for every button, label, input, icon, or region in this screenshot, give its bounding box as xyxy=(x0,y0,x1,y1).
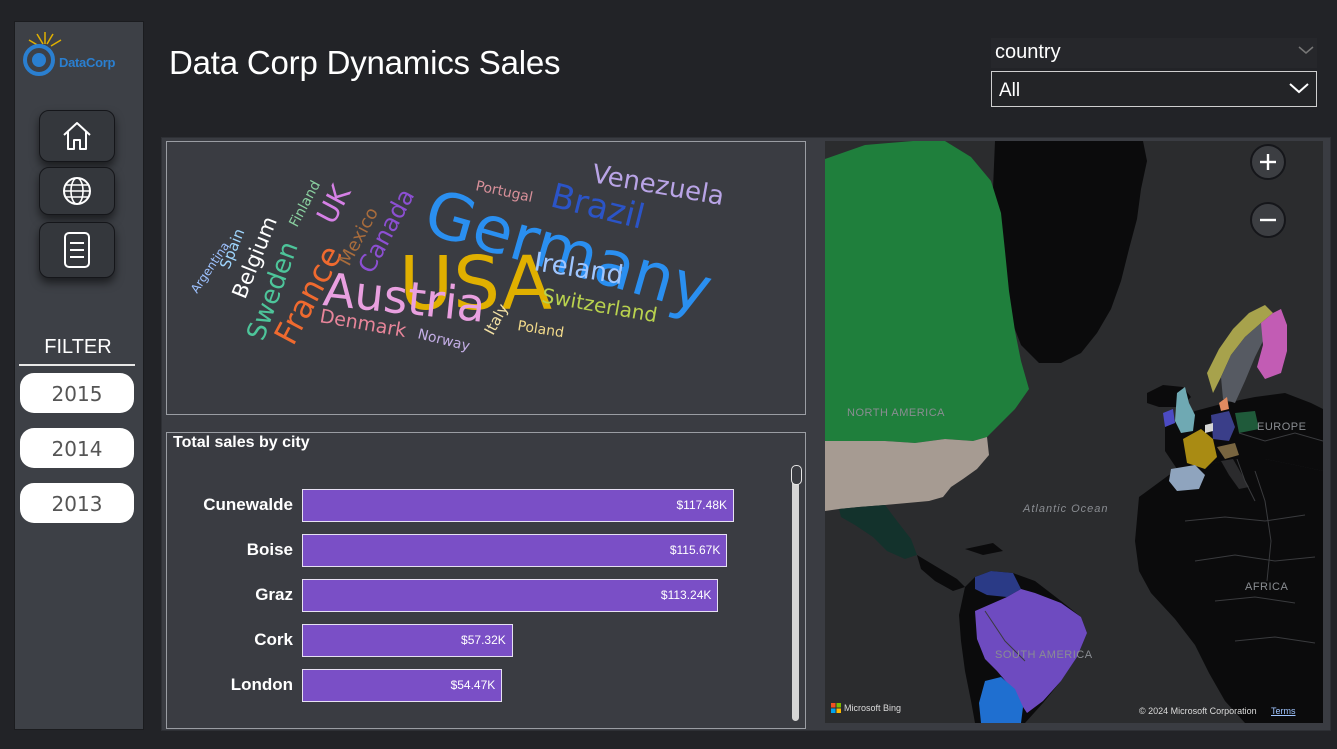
map-germany xyxy=(1211,411,1235,441)
map-venezuela xyxy=(975,571,1021,597)
year-2015-button[interactable]: 2015 xyxy=(20,373,134,413)
bar-cunewalde[interactable]: $117.48K xyxy=(302,489,734,522)
map-france xyxy=(1183,429,1217,469)
map-mexico xyxy=(839,505,917,559)
document-icon xyxy=(64,232,90,268)
city-label-cunewalde: Cunewalde xyxy=(203,495,293,514)
bar-value-label: $115.67K xyxy=(669,543,721,557)
map-italy xyxy=(1221,459,1249,489)
map-sweden xyxy=(1221,323,1265,403)
bar-graz[interactable]: $113.24K xyxy=(302,579,719,612)
map-brazil xyxy=(975,589,1087,713)
map-canada xyxy=(825,141,1029,443)
map-label-europe: EUROPE xyxy=(1257,421,1307,433)
minus-icon xyxy=(1260,218,1276,222)
city-label-cork: Cork xyxy=(254,630,293,649)
logo-text: DataCorp xyxy=(59,55,116,70)
map-uk xyxy=(1175,387,1195,433)
bar-boise[interactable]: $115.67K xyxy=(302,534,728,567)
chart-scrollbar-thumb[interactable] xyxy=(791,465,802,485)
city-label-graz: Graz xyxy=(255,585,293,604)
map-norway xyxy=(1207,305,1273,393)
bar-value-label: $113.24K xyxy=(660,588,712,602)
microsoft-logo-icon xyxy=(831,703,841,713)
home-icon xyxy=(63,122,91,150)
map-poland xyxy=(1235,411,1259,433)
country-dropdown-value: All xyxy=(999,80,1021,101)
filter-label: FILTER xyxy=(44,336,112,358)
year-2014-button[interactable]: 2014 xyxy=(20,428,134,468)
map-argentina xyxy=(979,677,1023,723)
map-label-atlantic-ocean: Atlantic Ocean xyxy=(1023,503,1109,515)
map-africa xyxy=(1135,459,1323,723)
map-finland xyxy=(1257,309,1287,379)
bar-value-label: $117.48K xyxy=(676,498,728,512)
plus-icon xyxy=(1260,154,1276,170)
city-label-london: London xyxy=(230,675,293,694)
nav-globe-button[interactable] xyxy=(39,167,115,215)
nav-home-button[interactable] xyxy=(39,110,115,162)
city-label-boise: Boise xyxy=(246,540,293,559)
page-title: Data Corp Dynamics Sales xyxy=(169,44,561,81)
bar-value-label: $54.47K xyxy=(450,678,496,692)
map-austria xyxy=(1217,443,1239,459)
filter-divider xyxy=(19,364,135,366)
map-canvas xyxy=(825,141,1323,723)
map-label-south-america: SOUTH AMERICA xyxy=(995,649,1093,661)
slicer-title: country xyxy=(995,41,1061,63)
wordcloud-canvas: Germany USA Austria Brazil Venezuela Ire… xyxy=(188,159,727,354)
bar-london[interactable]: $54.47K xyxy=(302,669,503,702)
map-attribution-bing: Microsoft Bing xyxy=(844,703,902,713)
nav-report-button[interactable] xyxy=(39,222,115,278)
country-dropdown[interactable]: All xyxy=(991,71,1317,107)
map-belgium xyxy=(1205,423,1213,433)
sidebar: DataCorp FILTER 2015 2014 2013 xyxy=(14,21,144,730)
map-visual[interactable]: NORTH AMERICA EUROPE Atlantic Ocean SOUT… xyxy=(825,141,1323,723)
map-attribution-copyright: © 2024 Microsoft Corporation xyxy=(1139,706,1257,716)
map-greenland xyxy=(993,141,1147,363)
slicer-header xyxy=(991,38,1317,68)
map-ireland xyxy=(1163,409,1175,427)
map-usa xyxy=(825,437,989,511)
chevron-down-icon xyxy=(1289,83,1309,94)
sales-by-city-chart[interactable]: Total sales by city Cunewalde $117.48K Boi… xyxy=(166,432,806,729)
word-poland[interactable]: Poland xyxy=(516,318,565,341)
map-label-north-america: NORTH AMERICA xyxy=(847,407,945,419)
year-2013-button[interactable]: 2013 xyxy=(20,483,134,523)
globe-icon xyxy=(63,177,91,205)
chart-title: Total sales by city xyxy=(173,434,310,451)
word-usa[interactable]: USA xyxy=(399,241,553,327)
wordcloud-visual[interactable]: Germany USA Austria Brazil Venezuela Ire… xyxy=(166,141,806,415)
chart-scrollbar[interactable] xyxy=(792,469,799,721)
map-terms-link[interactable]: Terms xyxy=(1271,706,1296,716)
bar-value-label: $57.32K xyxy=(461,633,506,647)
company-logo: DataCorp xyxy=(19,32,143,80)
map-spain xyxy=(1169,465,1205,491)
logo-graphic-icon xyxy=(23,32,62,76)
map-label-africa: AFRICA xyxy=(1245,581,1289,593)
map-zoom-in-button[interactable] xyxy=(1250,144,1286,180)
map-denmark xyxy=(1219,397,1229,411)
bar-cork[interactable]: $57.32K xyxy=(302,624,513,657)
map-zoom-out-button[interactable] xyxy=(1250,202,1286,238)
slicer-collapse-chevron-icon[interactable] xyxy=(1297,44,1315,56)
